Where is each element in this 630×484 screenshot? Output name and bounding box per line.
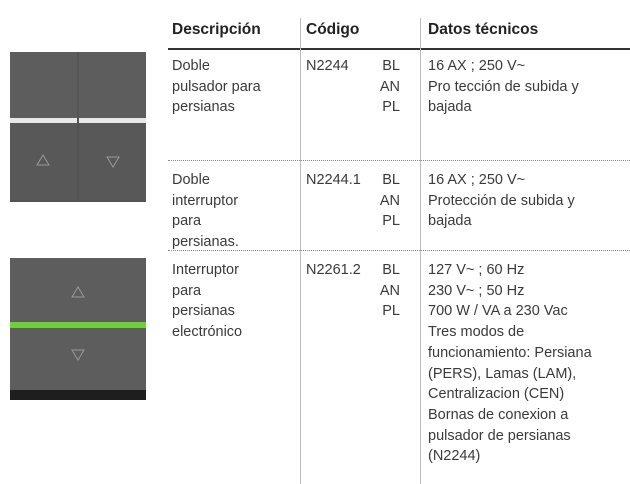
spec: Bornas de conexion a xyxy=(428,406,569,423)
column-divider xyxy=(420,18,421,484)
header-cell: Descripción xyxy=(172,21,261,38)
variant: PL xyxy=(382,303,400,320)
code: N2244 xyxy=(306,58,349,74)
row-divider xyxy=(168,160,630,161)
description: persianas xyxy=(172,303,235,320)
description: Interruptor xyxy=(172,262,239,278)
spec: Centralizacion (CEN) xyxy=(428,386,565,403)
spec: pulsador de persianas xyxy=(428,427,571,444)
spec: bajada xyxy=(428,213,472,230)
description: para xyxy=(172,213,202,230)
spec: bajada xyxy=(428,99,472,116)
description: electrónico xyxy=(172,324,243,341)
variant: PL xyxy=(382,213,400,230)
variant: PL xyxy=(382,99,400,116)
variant: BL xyxy=(382,58,400,74)
spec: (PERS), Lamas (LAM), xyxy=(428,365,577,382)
variant: AN xyxy=(379,78,400,95)
product-images xyxy=(10,52,146,400)
code: N2244.1 xyxy=(306,172,361,188)
double-switch-image xyxy=(10,52,146,202)
spec: 700 W / VA a 230 Vac xyxy=(428,303,568,320)
description: Doble xyxy=(172,172,210,188)
spec: Protección de subida y xyxy=(428,192,575,209)
spec: 16 AX ; 250 V~ xyxy=(428,172,526,188)
spec: Pro tección de subida y xyxy=(428,78,579,95)
variant: BL xyxy=(382,172,400,188)
spec: 16 AX ; 250 V~ xyxy=(428,58,526,74)
single-switch-image xyxy=(10,258,146,400)
spec: 127 V~ ; 60 Hz xyxy=(428,262,525,278)
description: persianas. xyxy=(172,234,239,251)
row-divider xyxy=(168,250,630,251)
description: persianas xyxy=(172,99,235,116)
code: N2261.2 xyxy=(306,262,361,278)
column-divider xyxy=(300,18,301,484)
variant: BL xyxy=(382,262,400,278)
variant: AN xyxy=(379,282,400,299)
description: Doble xyxy=(172,58,210,74)
header-cell: Código xyxy=(306,21,360,38)
description: pulsador para xyxy=(172,78,261,95)
variant: AN xyxy=(379,192,400,209)
description: interruptor xyxy=(172,192,239,209)
spec: 230 V~ ; 50 Hz xyxy=(428,282,525,299)
spec: funcionamiento: Persiana xyxy=(428,344,592,361)
spec: Tres modos de xyxy=(428,324,525,341)
header-rule xyxy=(168,48,630,50)
description: para xyxy=(172,282,202,299)
header-cell: Datos técnicos xyxy=(428,21,539,38)
spec: (N2244) xyxy=(428,448,481,465)
